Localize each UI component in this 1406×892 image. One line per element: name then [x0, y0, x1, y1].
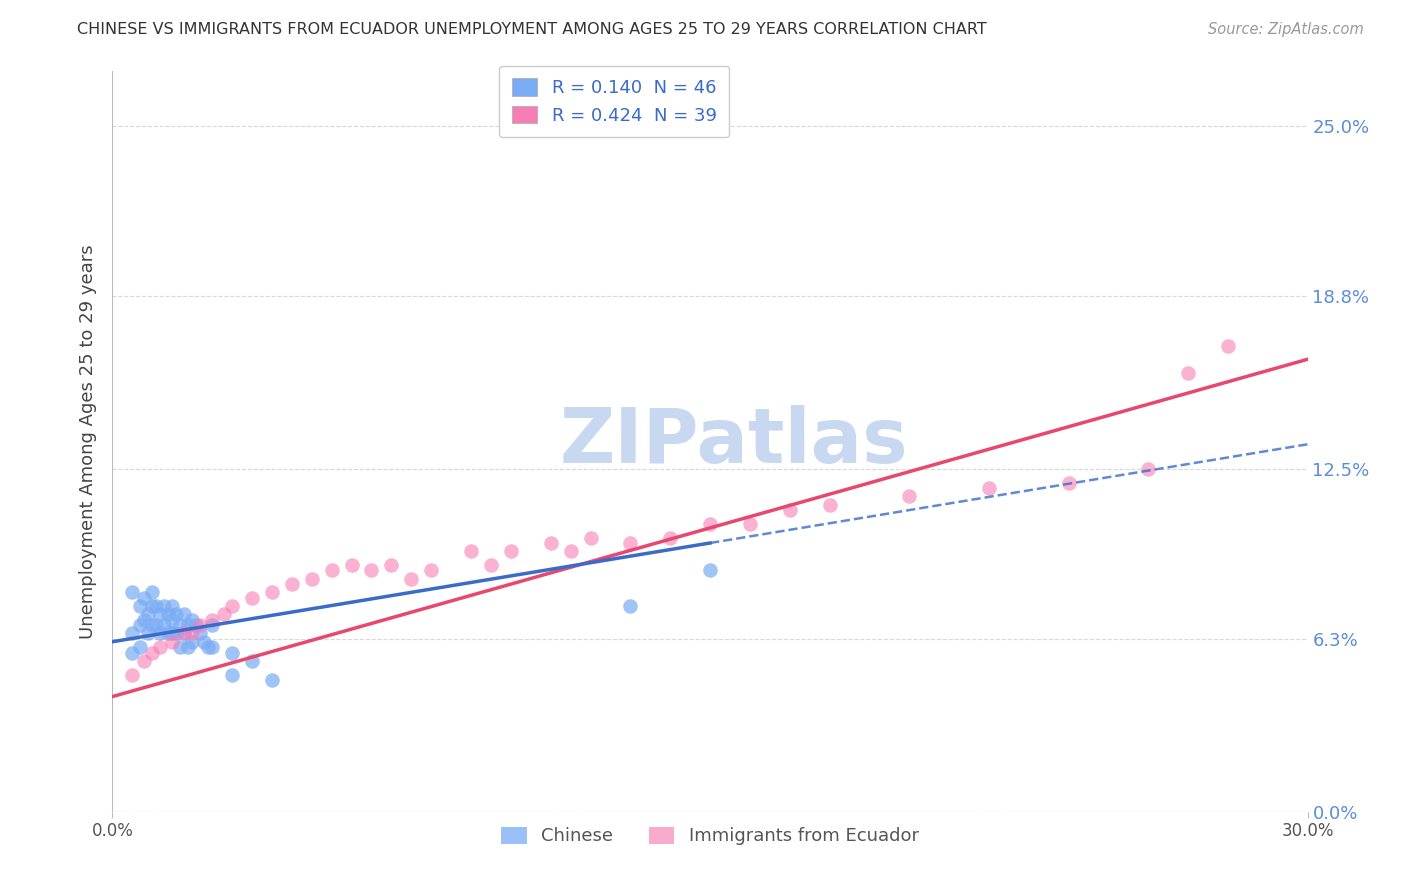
Point: [181, 634, 204, 648]
Point: [162, 626, 183, 640]
Point: [141, 618, 163, 632]
Point: [340, 558, 363, 572]
Point: [162, 634, 183, 648]
Point: [181, 626, 204, 640]
Point: [129, 640, 152, 655]
Point: [260, 673, 283, 687]
Point: [540, 536, 562, 550]
Point: [181, 613, 204, 627]
Point: [138, 626, 160, 640]
Point: [240, 654, 263, 668]
Point: [1177, 366, 1199, 380]
Point: [173, 607, 195, 622]
Point: [281, 577, 304, 591]
Point: [460, 544, 482, 558]
Point: [240, 591, 263, 605]
Point: [149, 626, 172, 640]
Legend: Chinese, Immigrants from Ecuador: Chinese, Immigrants from Ecuador: [492, 818, 928, 855]
Point: [420, 563, 443, 577]
Point: [188, 618, 211, 632]
Point: [221, 646, 243, 660]
Point: [121, 667, 143, 681]
Point: [221, 667, 243, 681]
Point: [560, 544, 582, 558]
Point: [401, 572, 423, 586]
Point: [129, 618, 152, 632]
Point: [221, 599, 243, 613]
Point: [149, 607, 172, 622]
Point: [157, 626, 180, 640]
Point: [145, 618, 167, 632]
Point: [1216, 338, 1239, 352]
Point: [165, 626, 187, 640]
Point: [201, 613, 224, 627]
Point: [479, 558, 502, 572]
Point: [579, 531, 602, 545]
Point: [169, 618, 191, 632]
Point: [188, 626, 211, 640]
Point: [121, 585, 143, 599]
Point: [149, 640, 172, 655]
Point: [499, 544, 522, 558]
Point: [898, 489, 921, 503]
Point: [201, 640, 224, 655]
Point: [121, 626, 143, 640]
Point: [301, 572, 323, 586]
Point: [173, 626, 195, 640]
Point: [1137, 462, 1160, 476]
Text: Source: ZipAtlas.com: Source: ZipAtlas.com: [1208, 22, 1364, 37]
Text: ZIPatlas: ZIPatlas: [560, 405, 908, 478]
Point: [699, 516, 721, 531]
Point: [141, 599, 163, 613]
Point: [321, 563, 343, 577]
Point: [134, 654, 156, 668]
Point: [138, 607, 160, 622]
Point: [818, 498, 841, 512]
Point: [173, 626, 195, 640]
Point: [738, 516, 761, 531]
Point: [212, 607, 235, 622]
Point: [699, 563, 721, 577]
Point: [169, 640, 191, 655]
Point: [260, 585, 283, 599]
Point: [779, 503, 801, 517]
Point: [145, 599, 167, 613]
Point: [177, 640, 200, 655]
Point: [977, 481, 1000, 495]
Point: [360, 563, 382, 577]
Point: [1057, 475, 1080, 490]
Point: [193, 634, 215, 648]
Point: [162, 599, 183, 613]
Point: [380, 558, 402, 572]
Point: [186, 618, 208, 632]
Point: [619, 599, 641, 613]
Point: [153, 599, 176, 613]
Point: [134, 613, 156, 627]
Point: [129, 599, 152, 613]
Point: [134, 591, 156, 605]
Point: [141, 646, 163, 660]
Point: [201, 618, 224, 632]
Y-axis label: Unemployment Among Ages 25 to 29 years: Unemployment Among Ages 25 to 29 years: [79, 244, 97, 639]
Point: [165, 607, 187, 622]
Text: CHINESE VS IMMIGRANTS FROM ECUADOR UNEMPLOYMENT AMONG AGES 25 TO 29 YEARS CORREL: CHINESE VS IMMIGRANTS FROM ECUADOR UNEMP…: [77, 22, 987, 37]
Point: [659, 531, 682, 545]
Point: [162, 613, 183, 627]
Point: [197, 640, 219, 655]
Point: [157, 607, 180, 622]
Point: [121, 646, 143, 660]
Point: [619, 536, 641, 550]
Point: [153, 618, 176, 632]
Point: [177, 618, 200, 632]
Point: [141, 585, 163, 599]
